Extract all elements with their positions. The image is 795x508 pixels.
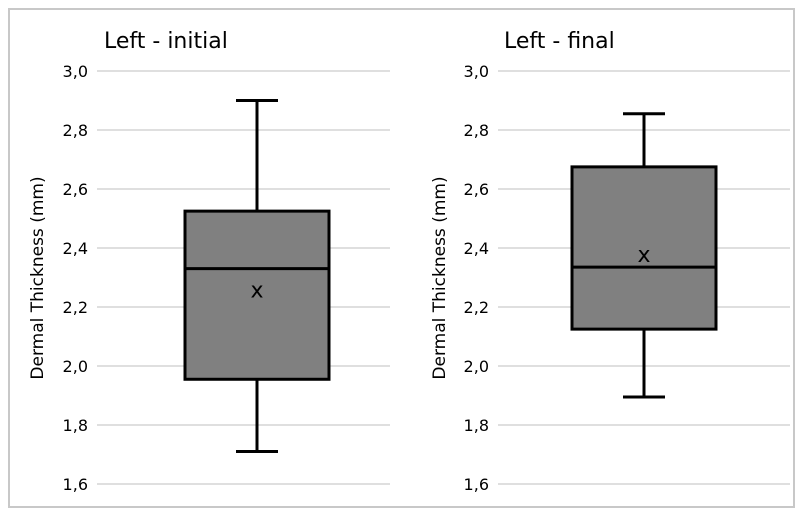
y-tick-label: 1,8	[63, 416, 88, 435]
interquartile-box	[570, 165, 718, 331]
y-tick-label: 2,2	[464, 298, 489, 317]
y-tick-label: 2,4	[63, 239, 88, 258]
chart-left-final: Left - final Dermal Thickness (mm) 1,61,…	[430, 29, 790, 494]
y-axis-label: Dermal Thickness (mm)	[28, 176, 48, 379]
chart-title: Left - final	[504, 29, 615, 54]
y-tick-label: 2,0	[63, 357, 88, 376]
chart-left-initial: Left - initial Dermal Thickness (mm) 1,6…	[28, 29, 390, 494]
mean-marker: x	[250, 278, 263, 303]
y-tick-label: 3,0	[464, 62, 489, 81]
y-tick-label: 3,0	[63, 62, 88, 81]
chart-title: Left - initial	[104, 29, 228, 54]
mean-marker: x	[637, 243, 650, 268]
y-tick-labels: 1,6 1,8 2,0 2,2 2,4 2,6 2,8 3,0	[464, 62, 489, 494]
y-tick-label: 2,6	[63, 180, 88, 199]
y-tick-label: 2,8	[63, 121, 88, 140]
y-tick-label: 2,0	[464, 357, 489, 376]
y-tick-label: 1,6	[464, 475, 489, 494]
y-tick-label: 2,4	[464, 239, 489, 258]
y-tick-label: 2,6	[464, 180, 489, 199]
y-tick-labels: 1,6 1,8 2,0 2,2 2,4 2,6 2,8 3,0	[63, 62, 88, 494]
y-axis-label: Dermal Thickness (mm)	[430, 176, 450, 379]
box-plot: x	[570, 112, 718, 399]
y-tick-label: 1,8	[464, 416, 489, 435]
y-tick-label: 2,2	[63, 298, 88, 317]
y-tick-label: 2,8	[464, 121, 489, 140]
interquartile-box	[183, 209, 331, 381]
box-plot: x	[183, 99, 331, 454]
y-tick-label: 1,6	[63, 475, 88, 494]
